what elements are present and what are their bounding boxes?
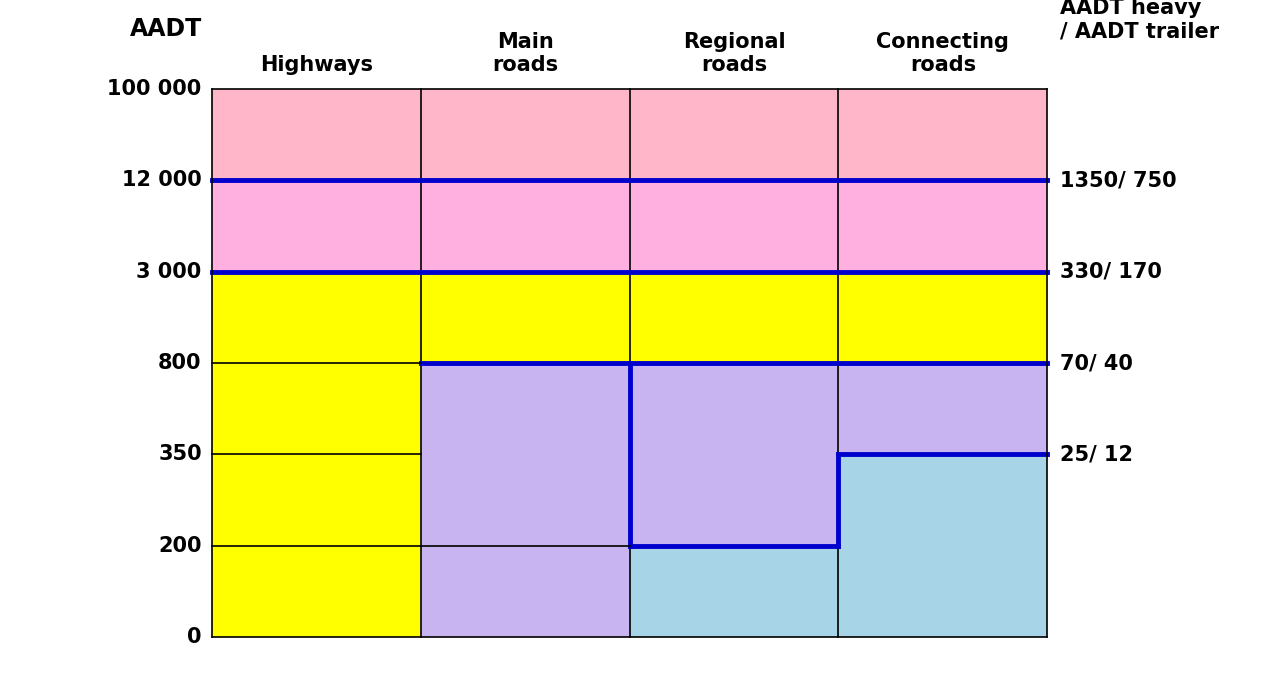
Text: AADT heavy
/ AADT trailer: AADT heavy / AADT trailer (1060, 0, 1219, 41)
Text: Is: Is (617, 213, 642, 239)
Text: 25/ 12: 25/ 12 (1060, 445, 1133, 464)
Text: AADT: AADT (130, 17, 202, 41)
Text: 800: 800 (158, 353, 202, 373)
Text: 12 000: 12 000 (122, 171, 202, 190)
Text: Highways: Highways (260, 55, 373, 75)
Text: Main
roads: Main roads (492, 32, 558, 75)
Text: Regional
roads: Regional roads (682, 32, 785, 75)
Text: II: II (619, 441, 640, 467)
Text: 3 000: 3 000 (136, 262, 202, 282)
Text: Ib/Ic: Ib/Ic (598, 304, 662, 330)
Text: Connecting
roads: Connecting roads (876, 32, 1009, 75)
Text: Ise: Ise (608, 122, 651, 148)
Text: III: III (616, 578, 644, 604)
Text: 330/ 170: 330/ 170 (1060, 262, 1162, 282)
Text: 100 000: 100 000 (108, 79, 202, 99)
Text: 0: 0 (188, 627, 202, 647)
Text: 350: 350 (158, 445, 202, 464)
Text: 1350/ 750: 1350/ 750 (1060, 171, 1177, 190)
Text: 70/ 40: 70/ 40 (1060, 353, 1133, 373)
Text: 200: 200 (158, 536, 202, 556)
